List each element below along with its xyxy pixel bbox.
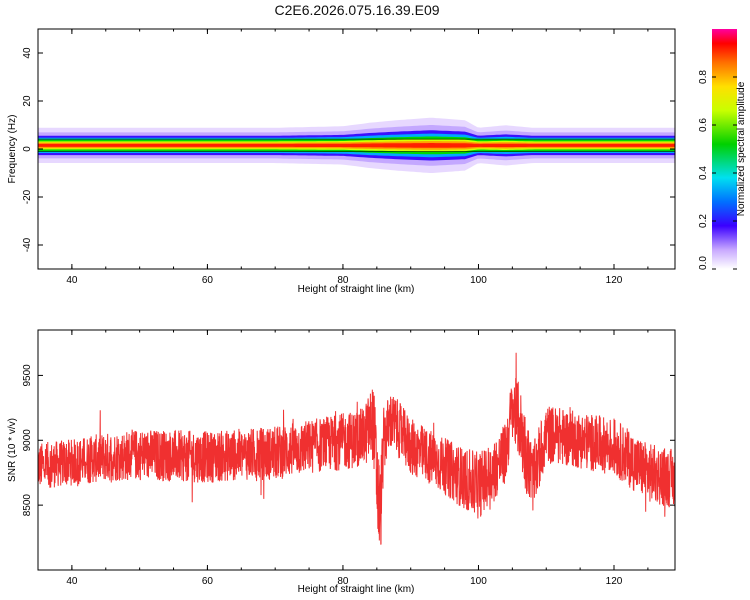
snr-panel: 40 60 80 100 120 8500 9000 9500 Height of strai… xyxy=(7,329,676,595)
colorbar-label: Normalized spectral amplitude xyxy=(736,81,747,216)
spectrogram-xtick-label: 60 xyxy=(202,275,214,286)
spectrogram-ytick-label: -20 xyxy=(22,189,33,204)
spectrogram-ytick-label: 0 xyxy=(22,146,33,152)
colorbar-tick-label: 0.2 xyxy=(698,214,709,228)
colorbar-tick-label: 0.0 xyxy=(698,256,709,270)
spectrogram-ytick-label: -40 xyxy=(22,237,33,252)
spectrogram-ticks: 40 60 80 100 120 -40 -20 0 20 40 xyxy=(22,29,675,286)
spectrogram-band xyxy=(38,117,675,173)
snr-xtick-label: 120 xyxy=(606,576,623,587)
spectrogram-xtick-label: 80 xyxy=(337,275,349,286)
spectrogram-xlabel: Height of straight line (km) xyxy=(298,284,415,295)
spectrogram-xtick-label: 40 xyxy=(66,275,78,286)
colorbar-ticks: 0.0 0.2 0.4 0.6 0.8 xyxy=(698,70,737,270)
snr-xtick-label: 60 xyxy=(202,576,214,587)
snr-ytick-label: 9500 xyxy=(22,364,33,387)
snr-ytick-label: 8500 xyxy=(22,494,33,517)
snr-series-line xyxy=(38,352,675,545)
snr-xtick-label: 40 xyxy=(66,576,78,587)
spectrogram-ytick-label: 40 xyxy=(22,47,33,59)
spectrogram-xtick-label: 120 xyxy=(606,275,623,286)
spectrogram-level-7 xyxy=(38,143,675,148)
colorbar-tick-label: 0.8 xyxy=(698,70,709,84)
spectrogram-panel: 40 60 80 100 120 -40 -20 0 20 40 Height of straig… xyxy=(7,28,676,295)
snr-frame xyxy=(37,329,676,571)
colorbar-gradient xyxy=(712,29,737,269)
spectrogram-ylabel: Frequency (Hz) xyxy=(7,115,18,184)
snr-xtick-label: 80 xyxy=(337,576,349,587)
snr-ylabel: SNR (10 * v/v) xyxy=(7,418,18,482)
colorbar-tick-label: 0.4 xyxy=(698,166,709,180)
snr-ytick-label: 9000 xyxy=(22,429,33,452)
spectrogram-frame xyxy=(37,28,676,270)
colorbar-tick-label: 0.6 xyxy=(698,118,709,132)
figure-title: C2E6.2026.075.16.39.E09 xyxy=(274,2,440,18)
spectrogram-ytick-label: 20 xyxy=(22,95,33,107)
snr-xtick-label: 100 xyxy=(470,576,487,587)
snr-xlabel: Height of straight line (km) xyxy=(298,584,415,595)
colorbar: 0.0 0.2 0.4 0.6 0.8 Normalized spectral ampl… xyxy=(698,29,747,270)
spectrogram-xtick-label: 100 xyxy=(470,275,487,286)
